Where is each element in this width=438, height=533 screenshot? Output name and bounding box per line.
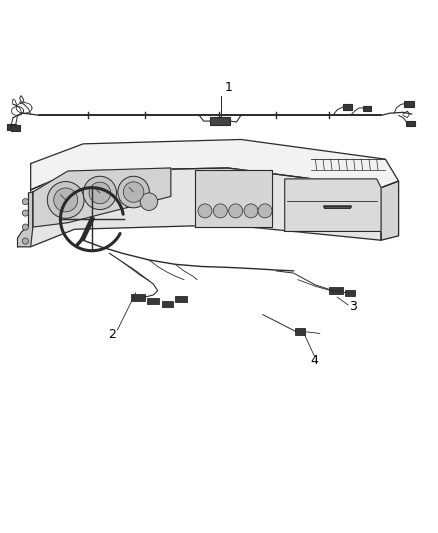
Bar [363, 106, 371, 111]
Polygon shape [195, 170, 272, 227]
Bar [345, 290, 355, 296]
Bar [11, 125, 20, 131]
Polygon shape [381, 181, 399, 240]
Bar [147, 297, 159, 304]
Bar [131, 294, 145, 301]
Circle shape [118, 176, 149, 208]
Polygon shape [285, 179, 381, 231]
Bar [7, 124, 16, 130]
Bar [217, 216, 226, 224]
Circle shape [83, 176, 117, 209]
Circle shape [89, 182, 111, 204]
Circle shape [124, 182, 144, 203]
Bar [210, 117, 230, 125]
Circle shape [22, 224, 28, 230]
Bar [201, 177, 266, 197]
Bar [162, 301, 173, 307]
Polygon shape [18, 192, 33, 247]
Bar [199, 176, 267, 197]
Bar [406, 121, 415, 126]
Circle shape [198, 204, 212, 218]
Bar [230, 216, 240, 224]
Bar [295, 328, 305, 335]
Circle shape [22, 238, 28, 244]
Circle shape [213, 204, 227, 218]
Circle shape [229, 204, 243, 218]
Polygon shape [31, 168, 381, 247]
Circle shape [54, 188, 78, 212]
Text: 2: 2 [108, 328, 116, 341]
Circle shape [22, 199, 28, 205]
Polygon shape [31, 140, 399, 190]
Circle shape [244, 204, 258, 218]
Text: 1: 1 [224, 82, 232, 94]
Text: 3: 3 [349, 300, 357, 313]
Bar [329, 287, 343, 294]
Text: 4: 4 [311, 354, 318, 367]
Bar [343, 104, 352, 110]
Polygon shape [33, 168, 171, 227]
Circle shape [47, 182, 84, 219]
Circle shape [22, 210, 28, 216]
Bar [175, 296, 187, 302]
Circle shape [140, 193, 158, 211]
Circle shape [258, 204, 272, 218]
Bar [204, 216, 213, 224]
Bar [404, 101, 414, 107]
